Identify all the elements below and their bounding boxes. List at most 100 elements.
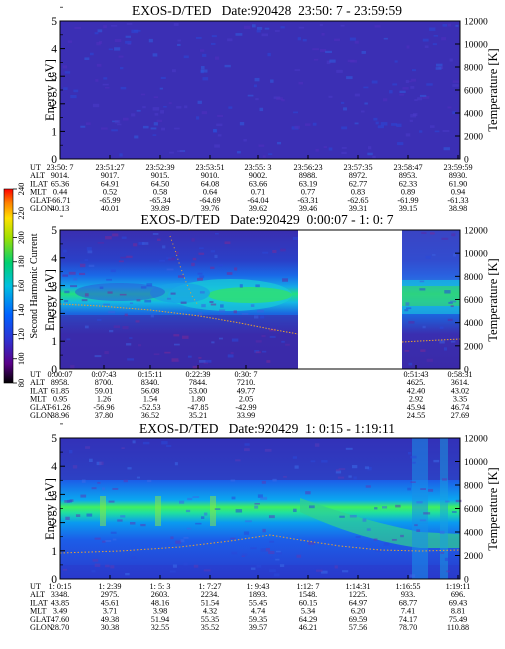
table-row-name: MLT xyxy=(30,188,47,197)
speckle xyxy=(243,531,250,535)
speckle xyxy=(81,299,88,302)
panel-3: EXOS-D/TED Date:920429 1: 0:15 - 1:19:11… xyxy=(30,421,500,632)
table-cell: 64.91 xyxy=(101,179,119,188)
speckle xyxy=(352,465,358,469)
left-tick-label: 4 xyxy=(51,461,57,473)
speckle xyxy=(244,520,252,523)
table-cell: 1: 7:27 xyxy=(199,582,222,591)
table-cell: 35.21 xyxy=(189,411,207,420)
speckle xyxy=(66,499,72,503)
table-cell: 23:50: 7 xyxy=(46,163,73,172)
panel-3-right-axis: 0 2000 4000 6000 8000 10000 12000 xyxy=(455,435,488,586)
speckle xyxy=(110,531,117,534)
table-cell: 0.44 xyxy=(53,188,67,197)
speckle xyxy=(111,25,118,27)
table-row-name: MLT xyxy=(30,395,47,404)
table-cell: 3.71 xyxy=(103,607,117,616)
speckle xyxy=(214,254,218,259)
speckle xyxy=(383,98,388,102)
table-cell: 23:53:51 xyxy=(195,163,224,172)
panel-2-title: EXOS-D/TED Date:920429 0:00:07 - 1: 0: 7 xyxy=(140,212,393,227)
table-cell: 0.71 xyxy=(251,188,265,197)
speckle xyxy=(107,291,113,294)
panel-1-right-axis: 0 2000 4000 6000 8000 10000 12000 xyxy=(455,18,488,166)
speckle xyxy=(152,53,158,57)
table-cell: 38.98 xyxy=(449,204,467,213)
speckle xyxy=(420,349,426,352)
panel-1: EXOS-D/TED Date:920428 23:50: 7 - 23:59:… xyxy=(30,3,500,213)
speckle xyxy=(419,94,427,97)
table-cell: -61.99 xyxy=(397,196,418,205)
speckle xyxy=(218,337,223,340)
table-row-name: GLON xyxy=(30,411,53,420)
speckle xyxy=(168,102,172,105)
speckle xyxy=(85,446,91,449)
speckle xyxy=(175,540,182,544)
speckle xyxy=(392,83,398,86)
speckle xyxy=(408,80,412,83)
speckle xyxy=(442,24,448,27)
table-cell: 68.77 xyxy=(399,598,417,607)
speckle xyxy=(203,512,208,516)
panel-3-ylabel-left: Energy [eV] xyxy=(43,478,57,540)
table-cell: 8.81 xyxy=(451,607,465,616)
speckle xyxy=(422,96,430,99)
speckle xyxy=(435,67,442,70)
table-cell: 69.59 xyxy=(349,615,367,624)
table-cell: 7210. xyxy=(237,378,255,387)
table-cell: -65.34 xyxy=(149,196,170,205)
speckle xyxy=(326,60,331,65)
table-cell: -62.65 xyxy=(347,196,368,205)
speckle xyxy=(133,243,138,247)
speckle xyxy=(202,53,207,57)
speckle xyxy=(185,509,191,513)
speckle xyxy=(310,460,316,463)
table-cell: 28.70 xyxy=(51,623,69,632)
speckle xyxy=(63,300,69,303)
table-cell: 0:51:43 xyxy=(403,370,428,379)
speckle xyxy=(199,360,206,363)
speckle xyxy=(220,304,224,308)
speckle xyxy=(125,40,132,44)
speckle xyxy=(337,476,345,479)
speckle xyxy=(117,123,122,126)
speckle xyxy=(140,93,146,96)
left-tick-label: 2 xyxy=(51,518,57,530)
table-cell: 35.52 xyxy=(201,623,219,632)
speckle xyxy=(239,284,243,288)
speckle xyxy=(202,77,209,81)
speckle xyxy=(179,500,185,504)
speckle xyxy=(142,106,146,109)
right-tick-label: 2000 xyxy=(464,552,483,562)
table-cell: 1: 5: 3 xyxy=(150,582,171,591)
speckle xyxy=(64,71,71,74)
right-tick-label: 4000 xyxy=(464,110,483,120)
speckle xyxy=(260,315,265,319)
table-cell: -64.69 xyxy=(199,196,220,205)
speckle xyxy=(191,262,195,267)
right-tick-label: 10000 xyxy=(464,458,488,468)
speckle xyxy=(361,50,366,54)
speckle xyxy=(200,69,208,73)
speckle xyxy=(72,465,78,469)
speckle xyxy=(197,100,202,104)
speckle xyxy=(211,42,216,45)
speckle xyxy=(152,134,157,136)
speckle xyxy=(103,77,108,80)
speckle xyxy=(87,250,93,254)
speckle xyxy=(260,548,266,552)
speckle xyxy=(262,251,269,254)
speckle xyxy=(122,326,129,330)
speckle xyxy=(80,494,87,498)
table-cell: 0:15:11 xyxy=(138,370,163,379)
table-cell: 55.35 xyxy=(201,615,219,624)
speckle xyxy=(340,24,345,27)
speckle xyxy=(428,488,434,492)
table-cell: 0.77 xyxy=(301,188,315,197)
colorbar-tick-label: 80 xyxy=(16,379,26,388)
table-cell: 6.20 xyxy=(351,607,365,616)
speckle xyxy=(127,467,132,470)
table-cell: 8930. xyxy=(449,171,467,180)
table-cell: 1:14:31 xyxy=(345,582,370,591)
panel-2: EXOS-D/TED Date:920429 0:00:07 - 1: 0: 7… xyxy=(30,212,500,420)
